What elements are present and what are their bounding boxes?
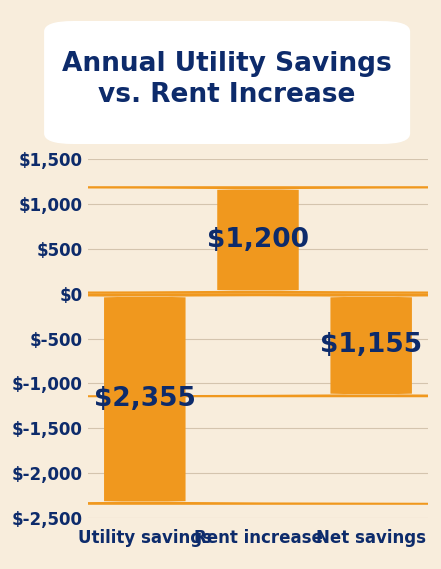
FancyBboxPatch shape [0,294,441,505]
Text: Annual Utility Savings
vs. Rent Increase: Annual Utility Savings vs. Rent Increase [62,51,392,108]
Text: $1,155: $1,155 [320,332,422,358]
FancyBboxPatch shape [0,294,441,397]
Text: $1,200: $1,200 [207,227,309,253]
FancyBboxPatch shape [44,21,410,144]
FancyBboxPatch shape [0,186,441,294]
Text: $2,355: $2,355 [94,386,196,412]
